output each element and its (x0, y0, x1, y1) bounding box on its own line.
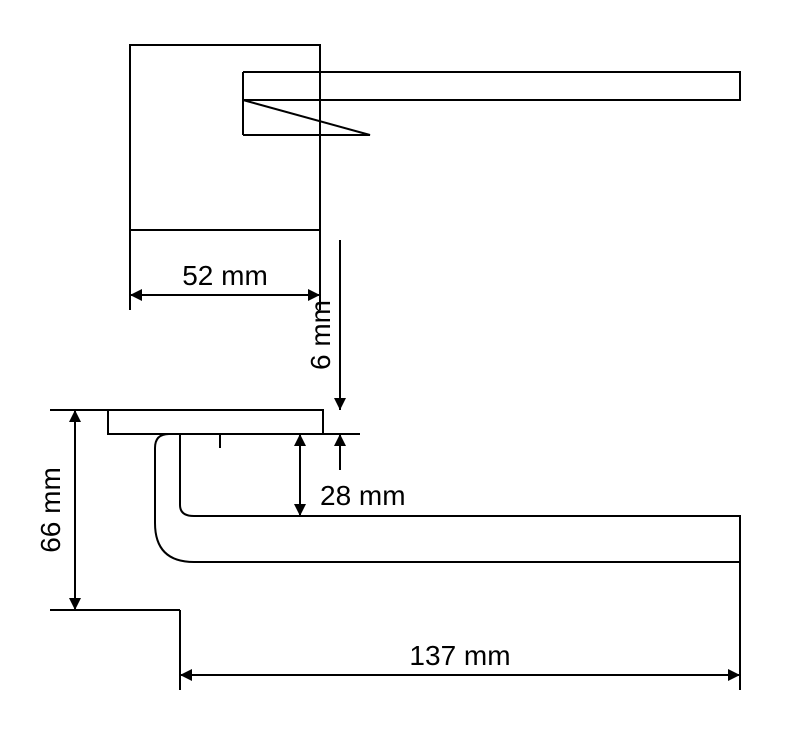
lever-outline (243, 72, 740, 135)
dim-66mm: 66 mm (35, 410, 180, 610)
dim-52mm: 52 mm (130, 260, 320, 295)
dim-66mm-label: 66 mm (35, 467, 66, 553)
dim-137mm: 137 mm (180, 562, 740, 690)
lever-side-outline (155, 434, 740, 562)
rose-side-plate (108, 410, 323, 434)
dim-52mm-label: 52 mm (182, 260, 268, 291)
front-view (130, 45, 740, 230)
dim-28mm: 28 mm (260, 434, 406, 516)
technical-drawing: 52 mm 6 mm 28 mm 66 mm (0, 0, 789, 755)
dim-28mm-label: 28 mm (320, 480, 406, 511)
dim-6mm: 6 mm (305, 240, 360, 470)
side-view (108, 410, 740, 562)
dim-6mm-label: 6 mm (305, 300, 336, 370)
dim-137mm-label: 137 mm (409, 640, 510, 671)
